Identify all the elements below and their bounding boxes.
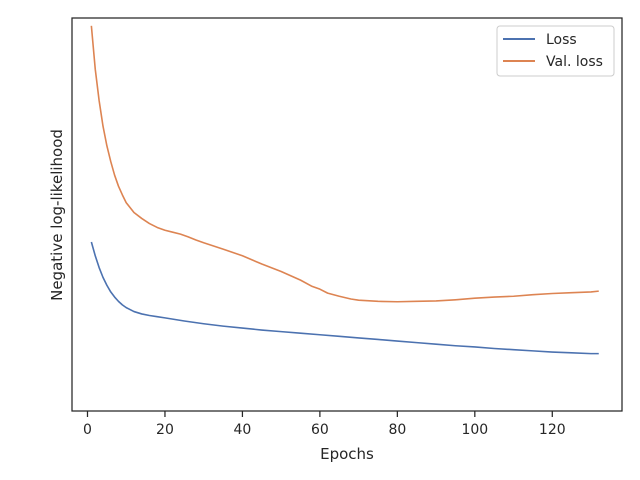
plot-frame bbox=[71, 17, 623, 412]
x-ticks: 0 20 40 60 80 100 120 bbox=[83, 411, 566, 438]
x-tick-label-0: 0 bbox=[83, 422, 92, 438]
x-axis-label: Epochs bbox=[320, 445, 374, 463]
x-tick-label-20: 20 bbox=[156, 422, 174, 438]
x-tick-label-40: 40 bbox=[234, 422, 252, 438]
series-layer bbox=[90, 25, 599, 355]
series-line-val-loss bbox=[90, 25, 599, 303]
x-tick-label-120: 120 bbox=[539, 422, 566, 438]
x-tick-label-80: 80 bbox=[388, 422, 406, 438]
legend: Loss Val. loss bbox=[496, 25, 615, 77]
legend-label-val-loss: Val. loss bbox=[546, 54, 603, 70]
x-tick-label-60: 60 bbox=[311, 422, 329, 438]
x-tick-label-100: 100 bbox=[461, 422, 488, 438]
legend-label-loss: Loss bbox=[546, 32, 577, 48]
y-axis-label: Negative log-likelihood bbox=[48, 129, 66, 301]
series-line-loss bbox=[90, 241, 599, 355]
